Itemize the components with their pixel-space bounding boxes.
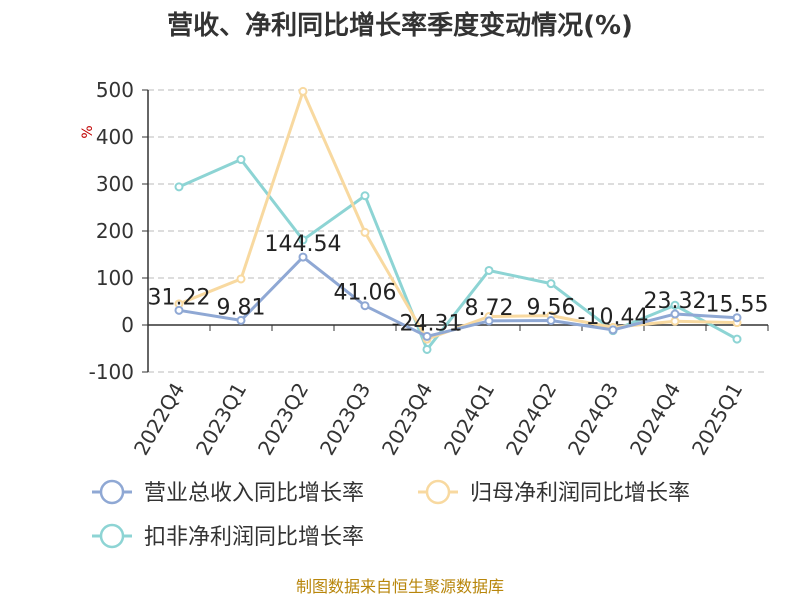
data-point: [422, 344, 432, 354]
data-point: [298, 86, 308, 96]
x-tick-label: 2022Q4: [129, 379, 189, 460]
grid-lines: [148, 89, 768, 373]
data-point: [608, 325, 618, 335]
y-tick-label: 300: [96, 172, 134, 196]
legend-swatch-marker: [99, 479, 125, 505]
x-tick-label: 2024Q4: [625, 379, 685, 460]
data-point: [732, 313, 742, 323]
data-label: 8.72: [465, 296, 514, 321]
x-tick-label: 2024Q1: [439, 379, 499, 460]
series-group: [174, 86, 742, 354]
data-label: 9.81: [217, 295, 266, 320]
x-tick-label: 2025Q1: [687, 379, 747, 460]
data-point: [236, 315, 246, 325]
data-point: [484, 265, 494, 275]
series-line: [178, 255, 738, 338]
data-labels: 31.22 9.81 144.54 41.06 -24.318.72 9.56 -10.44…: [148, 232, 769, 336]
data-label: -24.31: [392, 311, 463, 336]
data-point: [360, 301, 370, 311]
y-tick-label: 0: [121, 313, 134, 337]
data-point: [422, 331, 432, 341]
data-label: 144.54: [265, 232, 342, 257]
data-point: [732, 334, 742, 344]
x-tick-label: 2024Q2: [501, 379, 561, 460]
legend-swatch-marker: [425, 479, 451, 505]
data-label: 9.56: [527, 296, 576, 321]
data-point: [670, 300, 680, 310]
data-point: [236, 274, 246, 284]
data-point: [298, 252, 308, 262]
data-label: 41.06: [334, 281, 397, 306]
x-tick-label: 2024Q3: [563, 379, 623, 460]
legend-label: 营业总收入同比增长率: [144, 481, 364, 506]
data-point: [360, 227, 370, 237]
y-tick-label: 100: [96, 266, 134, 290]
data-point: [174, 182, 184, 192]
data-point: [546, 316, 556, 326]
data-point: [360, 191, 370, 201]
x-tick-label: 2023Q1: [191, 379, 251, 460]
data-point: [670, 316, 680, 326]
data-label: -10.44: [578, 305, 649, 330]
y-axis-unit: %: [80, 125, 96, 138]
source-note: 制图数据来自恒生聚源数据库: [296, 577, 504, 596]
data-point: [174, 305, 184, 315]
legend-label: 归母净利润同比增长率: [470, 481, 690, 506]
data-point: [670, 309, 680, 319]
x-tick-label: 2023Q2: [253, 379, 313, 460]
data-label: 15.55: [706, 293, 769, 318]
x-tick-label: 2023Q3: [315, 379, 375, 460]
data-label: 31.22: [148, 285, 211, 310]
series-line: [178, 158, 738, 351]
x-tick-label: 2023Q4: [377, 379, 437, 460]
y-tick-label: 400: [96, 125, 134, 149]
legend-label: 扣非净利润同比增长率: [144, 525, 364, 550]
data-point: [236, 155, 246, 165]
y-tick-label: 200: [96, 219, 134, 243]
data-label: 23.32: [644, 289, 707, 314]
data-point: [484, 316, 494, 326]
data-point: [546, 279, 556, 289]
y-tick-label: -100: [89, 360, 134, 384]
chart-title: 营收、净利同比增长率季度变动情况(%): [167, 10, 633, 41]
y-tick-label: 500: [96, 78, 134, 102]
legend-swatch-marker: [99, 523, 125, 549]
data-point: [298, 235, 308, 245]
